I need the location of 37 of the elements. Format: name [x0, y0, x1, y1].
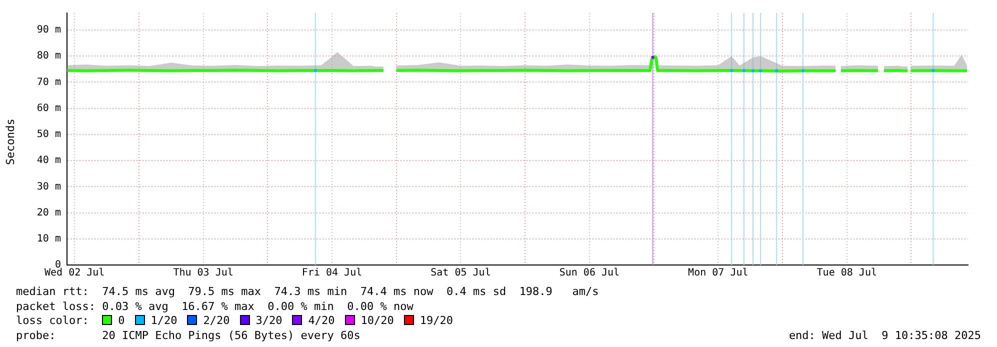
- x-tick-label: Fri 04 Jul: [302, 268, 362, 279]
- y-tick-label: 40 m: [36, 155, 61, 166]
- point: [742, 69, 746, 72]
- legend-title: loss color:: [16, 314, 90, 327]
- legend-label: 19/20: [420, 314, 453, 327]
- x-tick-label: Tue 08 Jul: [816, 268, 877, 279]
- point: [651, 56, 654, 59]
- x-tick-label: Sun 06 Jul: [559, 268, 620, 279]
- y-tick-label: 80 m: [36, 50, 61, 62]
- text: median rtt: 74.5 ms avg 79.5 ms max 74.3 ms min 74.4 ms now 0.4 ms sd 198.9 am/s: [16, 285, 599, 298]
- point: [314, 69, 317, 72]
- text: end: Wed Jul 9 10:35:08 2025: [788, 328, 981, 342]
- legend-label: 3/20: [256, 314, 282, 327]
- y-tick-label: 20 m: [36, 207, 61, 218]
- legend-label: 4/20: [308, 314, 335, 327]
- point: [752, 69, 754, 72]
- legend-label: 10/20: [360, 314, 394, 327]
- point: [932, 69, 935, 72]
- text: packet loss: 0.03 % avg 16.67 % max 0.00 % min 0.00 % now: [16, 300, 414, 312]
- y-tick-label: 60 m: [36, 102, 61, 114]
- point: [759, 69, 762, 72]
- y-tick-label: 90 m: [36, 24, 61, 36]
- x-tick-label: Thu 03 Jul: [173, 268, 234, 279]
- legend-label: 0: [118, 314, 125, 327]
- x-tick-label: Mon 07 Jul: [688, 268, 748, 279]
- y-tick-label: 50 m: [36, 129, 61, 140]
- legend-label: 1/20: [150, 314, 178, 327]
- y-tick-label: 10 m: [36, 233, 61, 244]
- x-tick-label: Sat 05 Jul: [430, 268, 491, 279]
- point: [801, 69, 804, 72]
- legend-label: 2/20: [203, 314, 230, 327]
- y-axis-title: Seconds: [4, 118, 17, 165]
- point: [775, 69, 778, 72]
- point: [730, 69, 733, 72]
- y-tick-label: 30 m: [36, 181, 61, 192]
- text: probe: 20 ICMP Echo Pings (56 Bytes) every 60s: [16, 328, 360, 342]
- y-tick-label: 70 m: [36, 76, 61, 88]
